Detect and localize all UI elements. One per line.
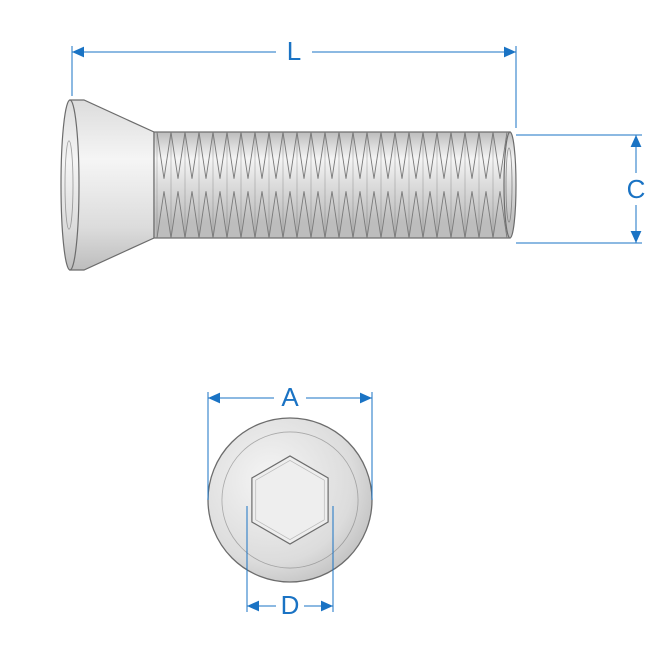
dimension-label-C: C: [627, 174, 646, 204]
dimension-label-L: L: [287, 36, 301, 66]
dimension-label-A: A: [281, 382, 299, 412]
screw-side-view: [61, 100, 516, 270]
dimension-label-D: D: [281, 590, 300, 620]
screw-end-view: [208, 418, 372, 582]
